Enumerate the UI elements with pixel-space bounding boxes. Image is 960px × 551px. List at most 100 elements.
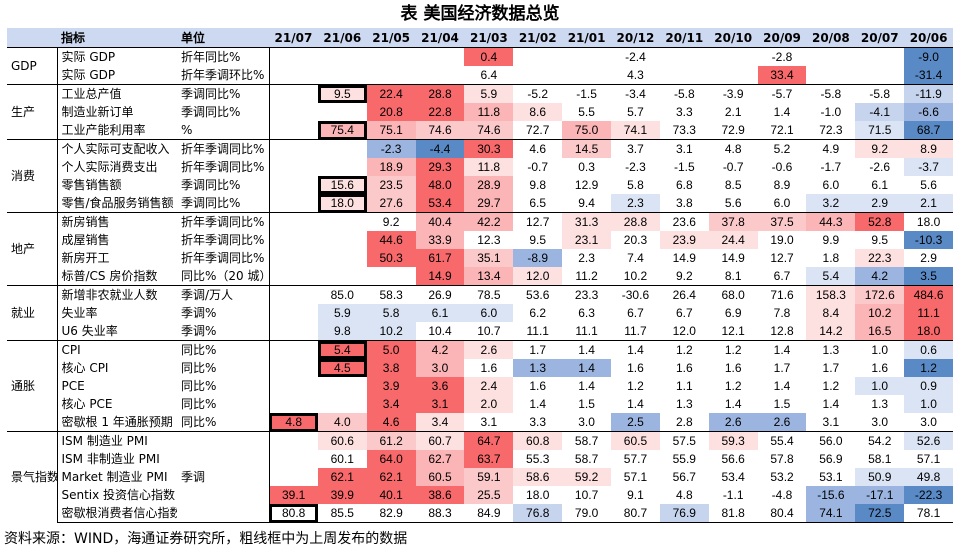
table-row: GDP 实际 GDP 折年同比% 0.4 -2.4 -2.8 -9.0 [7,47,954,85]
indicator-name: 制造业新订单 [61,105,134,119]
value-cell: 14.9 [415,267,465,286]
value-cell: -2.6 [869,160,891,174]
value-cell: 79.0 [562,504,612,523]
value-cell [367,66,416,85]
value-cell: 1.5 [578,397,595,411]
value-cell: 16.5 [855,322,905,341]
value-cell: 1.8 [822,251,840,265]
value-cell: 80.8 [269,504,318,523]
value-cell: 6.1 [415,304,465,322]
value-cell: 23.1 [562,231,612,249]
table-row: 通胀 CPI 同比% 5.4 5.0 4.2 2.6 1.7 1.4 1.4 1.2 1.2 1.4 1.… [7,340,954,432]
value-cell: 57.1 [623,470,648,484]
value-cell: 22.8 [415,103,465,121]
value-cell: 40.4 [415,212,465,231]
indicator-name: 成屋销售 [61,233,110,247]
value-cell: 1.0 [855,377,905,395]
value-cell: 59.2 [562,468,612,486]
value-cell: 3.3 [675,105,693,119]
value-cell [317,139,367,158]
value-cell: -11.9 [904,84,954,103]
value-cell: 1.4 [822,397,840,411]
value-cell: 29.3 [415,158,465,176]
value-cell [318,249,367,267]
value-cell: 35.1 [464,249,514,267]
value-cell [513,66,562,85]
value-cell [562,47,612,66]
value-cell: -0.7 [722,160,744,174]
value-cell: 53.2 [770,470,794,484]
table-row: PCE 同比% 3.9 3.6 2.4 1.6 1.4 1.2 1.1 1.2 1.4 1.2 1.0 0… [7,377,954,395]
value-cell [269,66,318,85]
value-cell [269,359,318,377]
value-cell: 1.2 [627,379,644,393]
value-cell: 82.9 [366,504,416,523]
value-cell [318,158,367,176]
value-cell: 19.0 [770,233,794,247]
value-cell: -4.8 [771,488,793,502]
value-cell: 5.5 [578,105,595,119]
value-cell: 1.2 [724,379,742,393]
indicator-unit: 同比% [177,413,270,432]
value-cell: 9.9 [822,233,840,247]
indicator-unit: 季调/万人 [177,285,270,304]
value-cell: 12.1 [721,324,745,338]
value-cell: 52.8 [855,212,905,231]
value-cell: 18.0 [317,194,367,213]
value-cell [855,66,904,85]
indicator-unit: 同比%（20 城） [177,267,270,286]
value-cell: 63.7 [464,450,514,468]
value-cell: -3.7 [904,158,954,176]
value-cell: 12.7 [770,251,794,265]
value-cell: -4.4 [415,139,465,158]
value-cell: 8.1 [724,269,742,283]
value-cell: 20.3 [623,233,648,247]
value-cell: 33.9 [415,231,465,249]
value-cell: 5.4 [317,340,367,359]
value-cell: 18.0 [904,212,954,231]
value-cell: -9.0 [904,47,954,66]
value-cell: 23.6 [659,212,709,231]
table-row: 制造业新订单 季调同比% 20.8 22.8 11.8 8.6 5.5 5.7 3.3 2.1 1.… [7,103,954,121]
value-cell: -6.6 [904,103,954,121]
value-cell: 5.0 [366,340,416,359]
value-cell: 26.4 [659,285,709,304]
value-cell: 58.1 [868,452,892,466]
value-cell: -1.5 [562,84,612,103]
table-row: 核心 PCE 同比% 3.4 3.1 2.0 1.4 1.5 1.4 1.3 1.4 1.5 1.4 1… [7,395,954,413]
value-cell: -1.0 [820,105,842,119]
value-cell: 71.5 [855,121,905,140]
value-cell: 3.6 [415,377,465,395]
value-cell: 37.8 [708,212,758,231]
table-row: ISM 非制造业 PMI 60.1 64.0 62.7 63.7 55.3 58.7 57.7… [7,450,953,468]
value-cell [269,176,318,194]
value-cell: 3.0 [578,415,595,429]
value-cell: 37.5 [757,212,807,231]
value-cell: 3.9 [366,377,416,395]
indicator-unit: 同比% [177,395,270,413]
indicator-name: 密歇根 1 年通胀预期 [61,415,173,429]
section-label: 通胀 [7,340,58,432]
value-cell: 14.9 [721,251,745,265]
value-cell: 78.5 [464,285,514,304]
value-cell: 2.6 [708,413,758,432]
value-cell: 73.3 [672,123,696,137]
value-cell: 53.1 [819,470,843,484]
value-cell [416,66,465,85]
value-cell [709,66,758,85]
value-cell [317,212,367,231]
value-cell: 44.3 [806,212,856,231]
value-cell: 23.3 [562,285,612,304]
value-cell: 18.0 [904,322,954,341]
value-cell: 72.1 [770,123,794,137]
table-body: GDP 实际 GDP 折年同比% 0.4 -2.4 -2.8 -9.0 实际 GDP 折年季调环… [7,47,954,523]
value-cell: 1.4 [611,340,660,359]
value-cell: 11.7 [624,324,647,338]
value-cell: 12.0 [672,324,696,338]
header-period: 21/07 [269,28,318,48]
value-cell: 8.9 [904,139,954,158]
value-cell [318,377,367,395]
value-cell: -2.4 [611,47,660,66]
value-cell: 1.2 [659,340,709,359]
value-cell: 4.2 [415,340,465,359]
